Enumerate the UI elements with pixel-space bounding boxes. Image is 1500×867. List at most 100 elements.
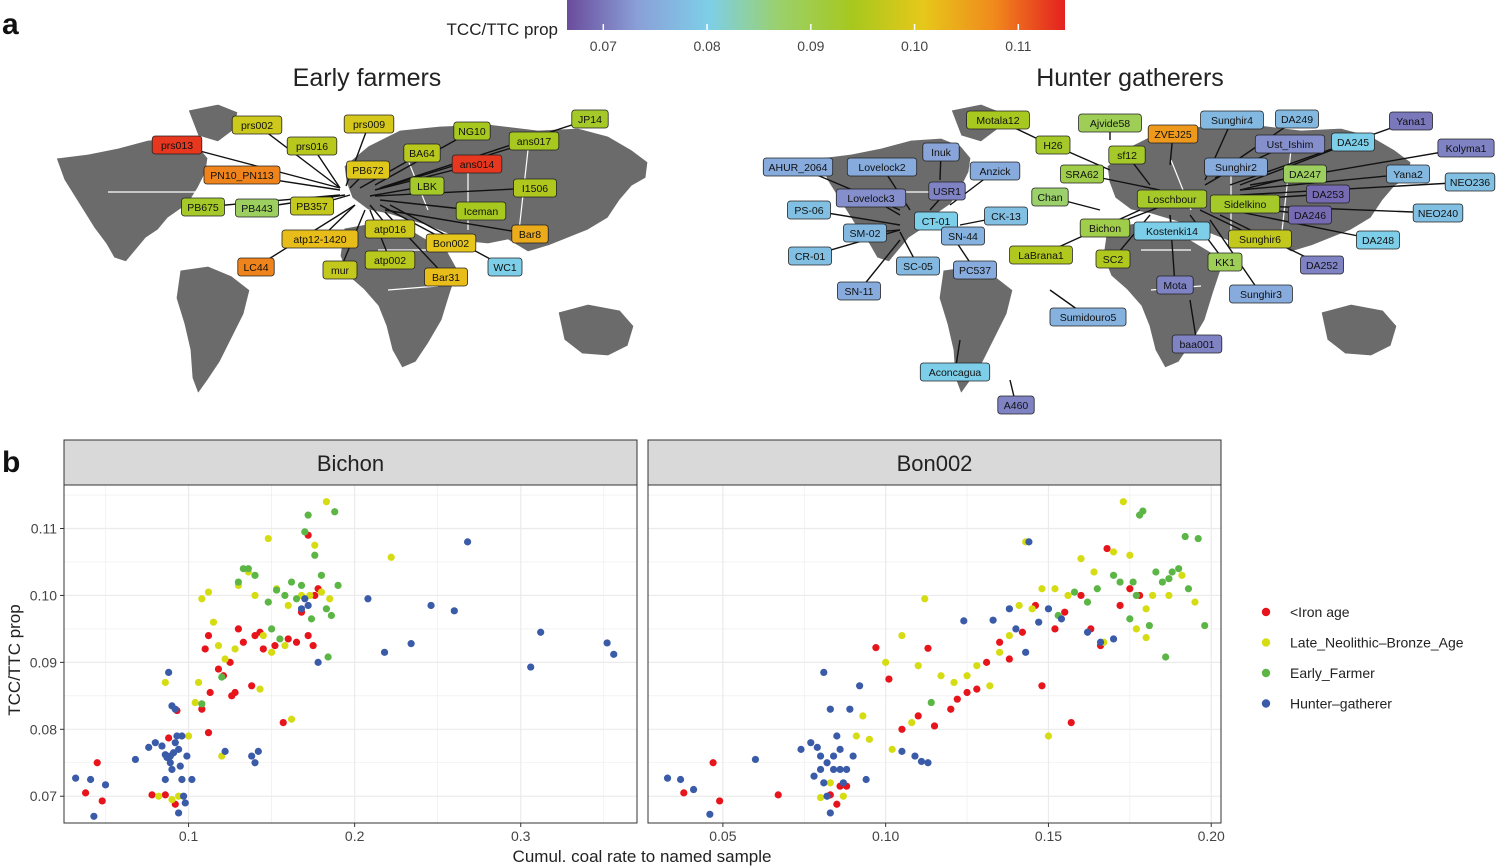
map-sample-label: prs009 xyxy=(343,114,395,134)
map-sample-label: PB672 xyxy=(346,160,390,180)
data-point xyxy=(231,688,239,697)
facet-points xyxy=(72,498,618,820)
map-sample-label-text: Sunghir3 xyxy=(1240,289,1282,301)
data-point xyxy=(689,785,698,794)
data-point xyxy=(387,553,395,561)
data-point xyxy=(178,775,186,784)
legend-swatch xyxy=(1261,638,1271,647)
map-sample-label: Chan xyxy=(1031,187,1069,207)
data-point xyxy=(324,653,332,661)
data-point xyxy=(1038,585,1046,593)
map-sample-label-text: Chan xyxy=(1037,192,1062,204)
map-sample-label: CR-01 xyxy=(788,246,832,266)
map-sample-label-box xyxy=(762,157,834,177)
data-point xyxy=(1067,719,1075,727)
facet-bichon: Bichon 0.1 0.2 0.3 0.07 0.08 0.09 0.10 0.11 xyxy=(30,439,638,844)
map-sample-label: LC44 xyxy=(237,257,275,277)
map-leader-line xyxy=(379,118,591,189)
map-sample-label-box xyxy=(837,281,881,301)
map-sample-label: Ajvide58 xyxy=(1078,113,1142,133)
data-point xyxy=(301,595,309,603)
data-point xyxy=(1162,653,1170,661)
data-point xyxy=(1022,648,1030,656)
data-point xyxy=(820,668,828,677)
map-sample-label: atp12-1420 xyxy=(281,229,359,249)
map-sample-label: Yana2 xyxy=(1386,164,1430,184)
data-point xyxy=(1096,638,1105,646)
map-sample-label: JP14 xyxy=(571,109,609,129)
data-point xyxy=(663,774,672,782)
map-sample-label: sf12 xyxy=(1108,145,1146,165)
facet-strip-label: Bon002 xyxy=(897,451,973,476)
map-sample-label-text: SN-44 xyxy=(948,231,978,243)
data-point xyxy=(982,658,991,666)
map-sample-label-text: PB672 xyxy=(352,165,384,177)
map-sample-label-text: SC2 xyxy=(1103,254,1124,266)
data-point xyxy=(947,705,955,713)
data-point xyxy=(849,752,857,760)
data-point xyxy=(914,662,922,670)
data-point xyxy=(1142,605,1150,613)
data-point xyxy=(1077,591,1085,600)
map-sample-label-text: atp12-1420 xyxy=(293,234,346,246)
map-sample-label: Bon002 xyxy=(425,233,477,253)
map-sample-label-box xyxy=(1386,164,1430,184)
data-point xyxy=(914,712,922,720)
data-point xyxy=(1109,635,1118,643)
map-sample-label-box xyxy=(1156,275,1194,295)
data-point xyxy=(309,642,317,650)
data-point xyxy=(221,747,229,755)
data-point xyxy=(292,595,301,603)
data-point xyxy=(234,625,242,633)
colorbar-tick-label: 0.07 xyxy=(590,38,617,54)
data-point xyxy=(937,672,945,680)
map-sample-label: atp002 xyxy=(364,250,416,270)
data-point xyxy=(1178,571,1186,579)
map-sample-label: PC537 xyxy=(953,260,997,280)
map-sample-label-text: LBK xyxy=(417,181,437,193)
colorbar-bar xyxy=(567,0,1065,30)
data-point xyxy=(1015,601,1023,610)
map-sample-label-box xyxy=(1437,138,1495,158)
data-point xyxy=(234,578,242,586)
colorbar-title: TCC/TTC prop xyxy=(447,20,558,39)
data-point xyxy=(218,673,226,681)
map-sample-label: Kolyma1 xyxy=(1437,138,1495,158)
map-sample-label: Lovelock3 xyxy=(835,188,907,208)
facet-strip-label: Bichon xyxy=(317,451,384,476)
map-sample-label-box xyxy=(346,160,390,180)
legend-item: Hunter–gatherer xyxy=(1261,696,1392,712)
data-point xyxy=(188,775,196,784)
data-point xyxy=(839,779,847,787)
data-point xyxy=(1005,605,1013,613)
data-point xyxy=(1145,621,1153,630)
map-sample-label: PB443 xyxy=(235,198,279,218)
map-sample-label-box xyxy=(290,196,334,216)
map-sample-label: NEO236 xyxy=(1444,172,1496,192)
map-sample-label-box xyxy=(922,142,960,162)
data-point xyxy=(826,705,834,713)
data-point xyxy=(264,598,272,606)
data-point xyxy=(166,759,174,767)
map-sample-label-text: SN-11 xyxy=(845,286,874,298)
data-point xyxy=(287,715,296,723)
data-point xyxy=(842,765,851,774)
data-point xyxy=(852,732,860,740)
map-sample-label-box xyxy=(235,198,279,218)
data-point xyxy=(297,581,306,589)
map-sample-label: SC-05 xyxy=(896,256,940,276)
data-point xyxy=(1103,544,1111,553)
data-point xyxy=(98,797,106,805)
map-sample-label: Lovelock2 xyxy=(846,157,918,177)
data-point xyxy=(214,642,223,650)
data-point xyxy=(176,762,184,770)
data-point xyxy=(307,615,316,623)
data-point xyxy=(1201,621,1209,630)
map-sample-label-box xyxy=(181,197,225,217)
map-sample-label-text: Lovelock2 xyxy=(858,162,905,174)
map-sample-label-box xyxy=(571,109,609,129)
data-point xyxy=(322,605,331,613)
south-america-landmass xyxy=(175,265,251,395)
data-point xyxy=(364,595,372,603)
